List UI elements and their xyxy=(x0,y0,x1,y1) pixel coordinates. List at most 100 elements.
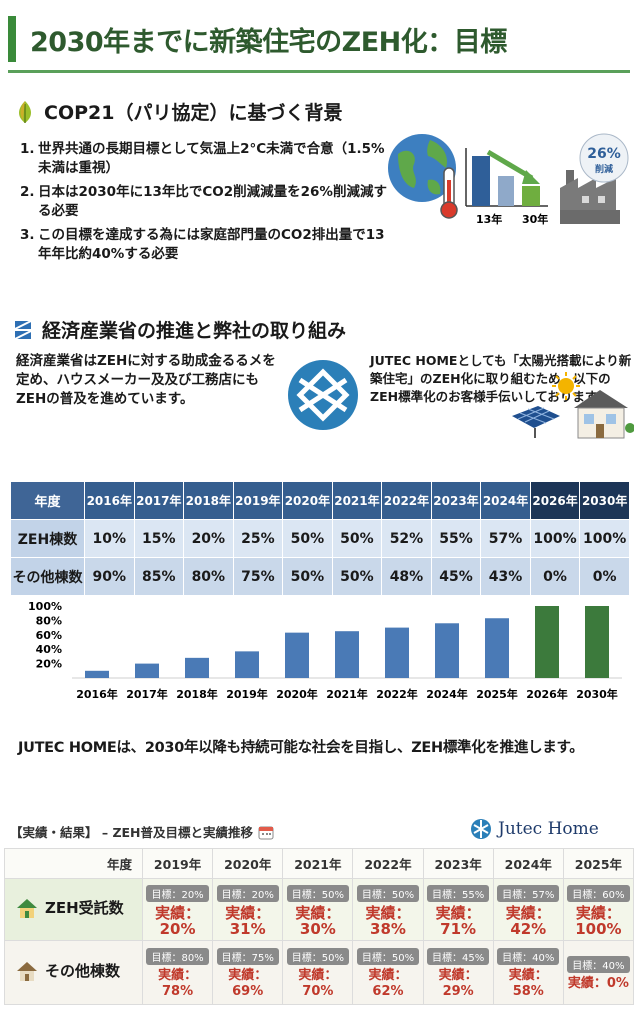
result-cell: 目標：57% 実績：42% xyxy=(492,878,564,941)
table-header-cell: 2024年 xyxy=(492,848,564,879)
meti-description: 経済産業省はZEHに対する助成金るるメを定め、ハウスメーカー及及び工務店にもZE… xyxy=(16,353,276,407)
result-cell: 目標：60% 実績：100% xyxy=(562,878,635,941)
y-tick-label: 80% xyxy=(36,614,62,627)
table-cell: 20% xyxy=(183,519,234,558)
result-cell: 目標：50% 実績：70% xyxy=(282,940,354,1005)
meti-emblem-icon xyxy=(288,360,358,430)
bar-mid xyxy=(498,176,514,206)
table-cell: 43% xyxy=(480,557,531,596)
table-header-cell: 2016年 xyxy=(84,481,135,520)
table-header-label: 年度 xyxy=(4,848,143,879)
x-tick-label: 2016年 xyxy=(76,687,118,701)
table-cell: 50% xyxy=(331,557,383,596)
section-meti-title: 経済産業省の推進と弊社の取り組み xyxy=(42,320,347,342)
chart-bar xyxy=(135,663,159,678)
table-row-label: ZEH棟数 xyxy=(10,519,85,558)
table-header-cell: 2021年 xyxy=(331,481,383,520)
page-title: 2030年までに新築住宅のZEH化：目標 xyxy=(30,26,507,58)
table-header-cell: 2022年 xyxy=(352,848,424,879)
chart-bar xyxy=(85,670,109,678)
chart-bar xyxy=(535,606,559,678)
table-cell: 90% xyxy=(84,557,135,596)
result-cell: 目標：50% 実績：38% xyxy=(352,878,424,941)
table-cell: 50% xyxy=(331,519,383,558)
results-heading: 【実績・結果】 – ZEH普及目標と実績推移 xyxy=(10,822,274,841)
table-header-cell: 2020年 xyxy=(282,481,333,520)
title-accent-bar xyxy=(8,16,16,62)
solar-house-icon xyxy=(512,372,634,439)
table-header-cell: 2022年 xyxy=(381,481,432,520)
table-header-cell: 2018年 xyxy=(183,481,234,520)
table-cell: 45% xyxy=(430,557,482,596)
chart-label-13-year: 13年 xyxy=(476,212,502,226)
row-label-other: その他棟数 xyxy=(4,940,143,1005)
table-cell: 48% xyxy=(381,557,432,596)
table-row: ZEH棟数 10% 15% 20% 25% 50% 50% 52% 55% 57… xyxy=(10,519,630,558)
zeh-bar-chart: 100%80% 60%40% 20% 2016年 2017年 2018年 2019年 2020… xyxy=(28,600,622,701)
list-item: 3. この目標を達成する為には家庭部門量のCO2排出量で13年年比約40%する必要 xyxy=(20,227,385,262)
result-cell: 目標：40% 実績：0% xyxy=(562,940,635,1005)
page-header: 2030年までに新築住宅のZEH化：目標 xyxy=(8,8,630,70)
result-cell: 目標：40% 実績：58% xyxy=(492,940,564,1005)
brand-name: Jutec Home xyxy=(498,819,599,839)
table-row: その他棟数 目標：80% 実績：78% 目標：75% 実績：69% 目標：50% 実績… xyxy=(4,940,635,1005)
table-header-cell: 2030年 xyxy=(579,481,630,520)
table-header-cell: 2023年 xyxy=(430,481,482,520)
chart-label-30-year: 30年 xyxy=(522,212,548,226)
x-tick-label: 2024年 xyxy=(426,687,468,701)
section-background-title: COP21（パリ協定）に基づく背景 xyxy=(44,102,343,124)
table-cell: 85% xyxy=(133,557,185,596)
chart-bar xyxy=(235,651,259,678)
x-tick-label: 2022年 xyxy=(376,687,418,701)
table-header-cell: 2024年 xyxy=(480,481,531,520)
y-tick-label: 60% xyxy=(36,629,62,642)
factory-icon xyxy=(560,170,620,224)
leaf-icon xyxy=(19,100,31,123)
badge-value: 26% xyxy=(587,146,621,162)
table-cell: 80% xyxy=(183,557,234,596)
table-row: その他棟数 90% 85% 80% 75% 50% 50% 48% 45% 43… xyxy=(10,557,630,596)
section-background-heading: COP21（パリ協定）に基づく背景 xyxy=(14,98,342,125)
table-header-cell: 2026年 xyxy=(529,481,581,520)
reduction-badge: 26% 削減 xyxy=(579,133,629,183)
table-cell: 75% xyxy=(232,557,284,596)
table-cell: 25% xyxy=(232,519,284,558)
background-list: 1. 世界共通の長期目標として気温上2°C未満で合意（1.5%未満は重視） 2. 日… xyxy=(20,140,390,269)
vision-statement: JUTEC HOMEは、2030年以降も持続可能な社会を目指し、ZEH標準化を推… xyxy=(18,740,584,756)
list-item: 2. 日本は2030年に13年比でCO2削減減量を26%削減減する必要 xyxy=(20,184,387,219)
chart-bar xyxy=(585,606,609,678)
bar-13-year xyxy=(472,156,490,206)
table-cell: 15% xyxy=(133,519,185,558)
table-cell: 52% xyxy=(381,519,432,558)
chart-bar xyxy=(335,631,359,678)
house-icon xyxy=(17,961,37,981)
mini-reduction-chart: 13年 30年 xyxy=(465,148,548,226)
table-header-cell: 2025年 xyxy=(562,848,635,879)
section-meti-heading: 経済産業省の推進と弊社の取り組み xyxy=(12,316,346,343)
table-cell: 57% xyxy=(480,519,531,558)
table-header-cell: 2019年 xyxy=(141,848,214,879)
table-header-cell: 2017年 xyxy=(133,481,185,520)
chart-bar xyxy=(485,618,509,678)
table-cell: 50% xyxy=(282,519,333,558)
y-tick-label: 100% xyxy=(28,600,62,613)
x-tick-label: 2020年 xyxy=(276,687,318,701)
house-icon xyxy=(574,390,634,439)
chart-bar xyxy=(435,623,459,678)
result-cell: 目標：45% 実績：29% xyxy=(422,940,494,1005)
house-icon xyxy=(17,898,37,918)
x-tick-label: 2018年 xyxy=(176,687,218,701)
bar-30-year xyxy=(522,186,540,206)
calendar-icon xyxy=(258,826,274,839)
globe-icon xyxy=(388,134,456,202)
table-header-cell: 2020年 xyxy=(212,848,284,879)
table-row: ZEH受託数 目標：20% 実績：20% 目標：20% 実績：31% 目標：50% 実… xyxy=(4,878,635,941)
result-cell: 目標：50% 実績：62% xyxy=(352,940,424,1005)
chart-bar xyxy=(385,627,409,678)
table-cell: 0% xyxy=(529,557,581,596)
x-tick-label: 2017年 xyxy=(126,687,168,701)
brand-mark-icon xyxy=(471,819,491,839)
brand-logo: Jutec Home xyxy=(470,818,599,840)
table-cell: 50% xyxy=(282,557,333,596)
table-header-label: 年度 xyxy=(10,481,85,520)
